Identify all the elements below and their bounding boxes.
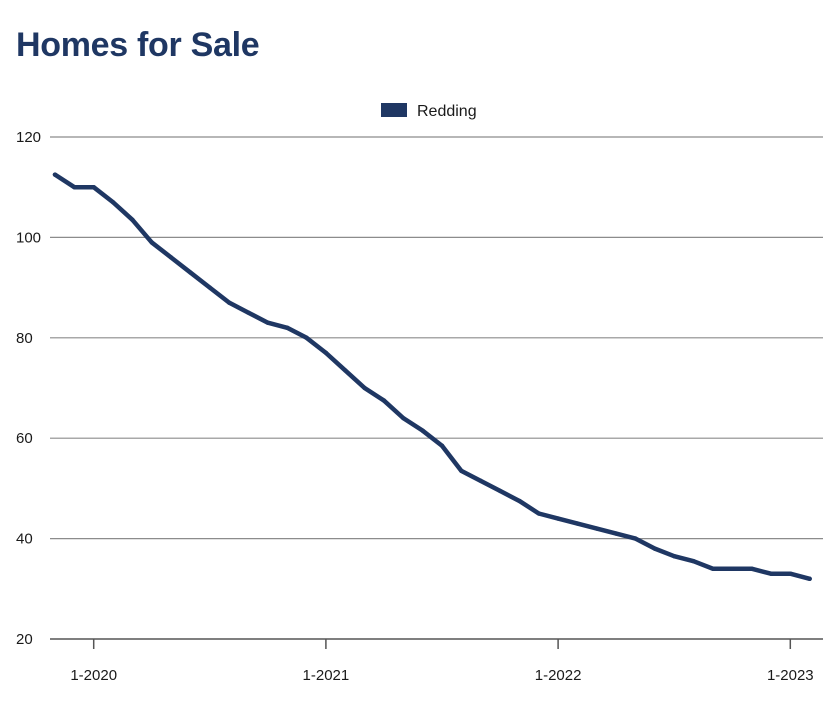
- data-point-4-2022: [613, 531, 619, 536]
- data-point-8-2022: [691, 558, 696, 564]
- data-point-7-2022: [672, 553, 677, 559]
- data-point-5-2020: [168, 255, 174, 260]
- y-tick-label-40: 40: [16, 531, 33, 548]
- chart-title: Homes for Sale: [16, 26, 260, 64]
- data-point-10-2020: [265, 320, 271, 325]
- data-point-9-2022: [710, 566, 716, 571]
- data-point-6-2020: [188, 270, 193, 275]
- data-point-1-2022: [555, 516, 561, 521]
- data-point-12-2022: [768, 571, 774, 576]
- x-tick-label-1-2021: 1-2021: [303, 667, 350, 684]
- data-point-9-2021: [478, 478, 483, 484]
- data-point-1-2021: [323, 350, 329, 356]
- y-tick-label-20: 20: [16, 631, 33, 648]
- data-point-11-2022: [749, 566, 754, 571]
- data-point-1-2023: [788, 571, 793, 576]
- y-axis-tick-labels: 20 40 60 80 100 120: [16, 129, 41, 648]
- series-redding: [52, 172, 812, 582]
- x-tick-label-1-2020: 1-2020: [70, 667, 117, 684]
- data-point-8-2020: [226, 300, 232, 305]
- data-point-8-2021: [459, 468, 464, 474]
- data-point-2-2022: [575, 521, 580, 526]
- y-tick-label-60: 60: [16, 430, 33, 447]
- data-point-6-2022: [652, 546, 658, 551]
- x-axis-ticks: 1-2020 1-2021 1-2022 1-2023: [70, 639, 814, 684]
- data-point-6-2021: [420, 428, 425, 433]
- x-tick-label-1-2022: 1-2022: [535, 667, 582, 684]
- data-point-7-2021: [439, 443, 445, 448]
- legend-swatch: [381, 103, 407, 117]
- legend-label-redding: Redding: [417, 103, 477, 120]
- data-point-10-2022: [730, 566, 735, 571]
- data-point-9-2020: [246, 310, 251, 315]
- data-point-2-2020: [110, 200, 116, 205]
- y-tick-label-100: 100: [16, 229, 41, 246]
- data-point-3-2020: [130, 217, 135, 223]
- data-point-11-2020: [285, 325, 290, 330]
- data-point-12-2020: [304, 335, 309, 340]
- data-point-2-2021: [343, 368, 348, 373]
- data-point-5-2021: [401, 415, 406, 421]
- data-point-4-2020: [149, 240, 154, 245]
- data-point-3-2022: [594, 526, 599, 531]
- data-point-2-2023: [807, 576, 812, 581]
- data-point-7-2020: [207, 285, 212, 290]
- series-line-redding: [52, 172, 812, 582]
- data-point-11-2021: [517, 498, 522, 504]
- y-tick-label-120: 120: [16, 129, 41, 146]
- data-point-3-2021: [362, 385, 367, 391]
- legend: Redding: [381, 103, 477, 120]
- x-tick-label-1-2023: 1-2023: [767, 667, 814, 684]
- data-point-1-2020: [91, 185, 96, 190]
- data-point-12-2021: [536, 511, 541, 516]
- gridlines: [50, 136, 823, 640]
- data-point-11-2019: [52, 172, 58, 177]
- data-point-5-2022: [633, 536, 638, 541]
- y-tick-label-80: 80: [16, 330, 33, 347]
- data-point-12-2019: [72, 185, 77, 190]
- data-point-10-2021: [497, 488, 503, 494]
- data-point-4-2021: [381, 398, 387, 403]
